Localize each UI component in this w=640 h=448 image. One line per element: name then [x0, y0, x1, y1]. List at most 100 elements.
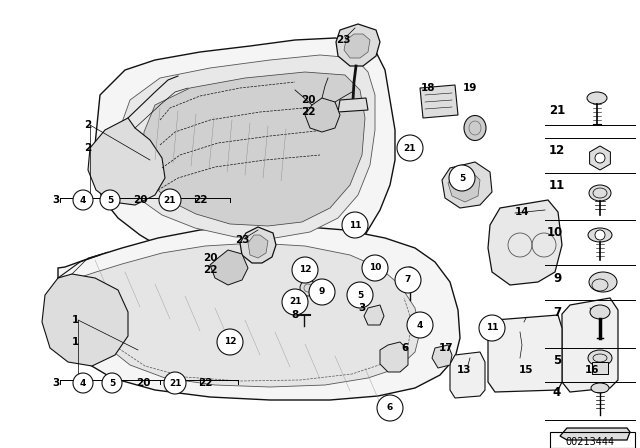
Ellipse shape — [591, 383, 609, 393]
Text: 5: 5 — [459, 173, 465, 182]
Text: 9: 9 — [319, 288, 325, 297]
Circle shape — [479, 315, 505, 341]
Ellipse shape — [589, 272, 617, 292]
Text: 11: 11 — [486, 323, 499, 332]
Text: 4: 4 — [80, 195, 86, 204]
Text: 7: 7 — [405, 276, 411, 284]
Circle shape — [300, 280, 316, 296]
Polygon shape — [58, 226, 460, 400]
Polygon shape — [488, 200, 562, 285]
Circle shape — [292, 257, 318, 283]
Text: 2: 2 — [84, 143, 92, 153]
Ellipse shape — [588, 228, 612, 242]
Polygon shape — [336, 24, 380, 66]
Circle shape — [100, 190, 120, 210]
Text: 19: 19 — [463, 83, 477, 93]
Ellipse shape — [369, 263, 387, 277]
Text: 23: 23 — [336, 35, 350, 45]
Polygon shape — [95, 38, 395, 272]
Text: 12: 12 — [549, 143, 565, 156]
Circle shape — [309, 279, 335, 305]
Ellipse shape — [588, 350, 612, 366]
Polygon shape — [42, 274, 128, 366]
Text: 3: 3 — [52, 195, 60, 205]
Polygon shape — [118, 55, 375, 238]
Text: 2: 2 — [84, 120, 92, 130]
Text: 4: 4 — [553, 387, 561, 400]
Text: 22: 22 — [193, 195, 207, 205]
Circle shape — [595, 153, 605, 163]
Circle shape — [405, 267, 415, 277]
Circle shape — [397, 135, 423, 161]
Text: 18: 18 — [420, 83, 435, 93]
Ellipse shape — [589, 185, 611, 201]
Polygon shape — [562, 298, 618, 392]
Polygon shape — [488, 315, 562, 392]
Text: 5: 5 — [109, 379, 115, 388]
Circle shape — [73, 190, 93, 210]
Ellipse shape — [587, 92, 607, 104]
Circle shape — [377, 395, 403, 421]
Polygon shape — [589, 146, 611, 170]
Circle shape — [164, 372, 186, 394]
Text: 20: 20 — [132, 195, 147, 205]
Text: 11: 11 — [349, 220, 361, 229]
Ellipse shape — [590, 305, 610, 319]
Ellipse shape — [316, 288, 334, 302]
Circle shape — [342, 212, 368, 238]
Circle shape — [102, 373, 122, 393]
Polygon shape — [448, 170, 480, 202]
Text: 21: 21 — [549, 103, 565, 116]
Circle shape — [282, 289, 308, 315]
Polygon shape — [380, 342, 408, 372]
Ellipse shape — [464, 116, 486, 141]
Text: 5: 5 — [553, 353, 561, 366]
Polygon shape — [560, 428, 630, 440]
Bar — [592, 362, 608, 374]
Polygon shape — [78, 243, 420, 387]
Text: 20: 20 — [203, 253, 217, 263]
Polygon shape — [442, 162, 492, 208]
Circle shape — [362, 255, 388, 281]
Polygon shape — [338, 98, 368, 112]
Text: 22: 22 — [198, 378, 212, 388]
Text: 20: 20 — [136, 378, 150, 388]
Polygon shape — [420, 85, 458, 118]
Text: 6: 6 — [387, 404, 393, 413]
Text: 22: 22 — [203, 265, 217, 275]
Text: 11: 11 — [549, 178, 565, 191]
Circle shape — [449, 165, 475, 191]
Polygon shape — [364, 305, 384, 325]
Polygon shape — [210, 250, 248, 285]
Text: 6: 6 — [401, 343, 408, 353]
Circle shape — [159, 189, 181, 211]
Circle shape — [407, 312, 433, 338]
Text: 21: 21 — [169, 379, 181, 388]
Text: 3: 3 — [52, 378, 60, 388]
Text: 20: 20 — [301, 95, 316, 105]
Text: 00213444: 00213444 — [565, 437, 614, 447]
Polygon shape — [240, 227, 276, 263]
Text: 23: 23 — [235, 235, 249, 245]
Text: 8: 8 — [291, 310, 299, 320]
Circle shape — [217, 329, 243, 355]
Polygon shape — [305, 98, 340, 132]
Text: 21: 21 — [404, 143, 416, 152]
Text: 5: 5 — [357, 290, 363, 300]
Polygon shape — [344, 34, 370, 58]
Text: 22: 22 — [301, 107, 316, 117]
Text: 4: 4 — [417, 320, 423, 329]
Text: 10: 10 — [369, 263, 381, 272]
Text: 17: 17 — [438, 343, 453, 353]
Text: 10: 10 — [547, 225, 563, 238]
Polygon shape — [432, 345, 452, 368]
Polygon shape — [450, 352, 485, 398]
Text: 15: 15 — [519, 365, 533, 375]
Text: 12: 12 — [299, 266, 311, 275]
Text: 9: 9 — [553, 271, 561, 284]
Text: 14: 14 — [515, 207, 529, 217]
Text: 21: 21 — [289, 297, 301, 306]
Circle shape — [73, 373, 93, 393]
Polygon shape — [142, 72, 365, 226]
Text: 3: 3 — [358, 303, 365, 313]
